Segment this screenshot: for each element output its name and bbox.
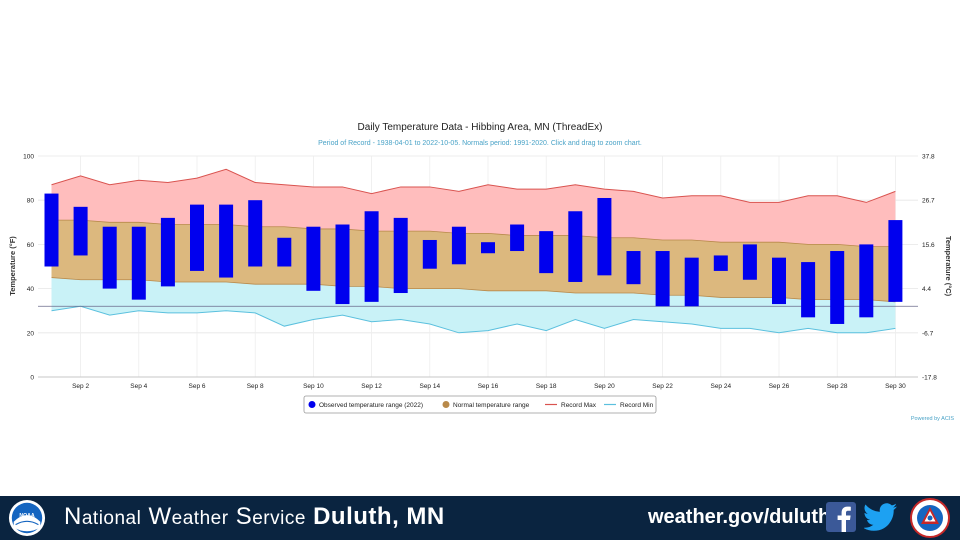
x-tick-label: Sep 20 (594, 383, 615, 390)
observed-bar (190, 204, 204, 271)
x-tick-label: Sep 22 (652, 383, 673, 390)
y-tick-label-right: 4.4 (922, 286, 931, 293)
observed-bar (160, 217, 175, 287)
observed-bar (684, 257, 699, 307)
observed-bar (44, 193, 59, 267)
x-tick-label: Sep 16 (478, 383, 499, 390)
legend-box (303, 395, 657, 414)
legend-label-record-max[interactable]: Record Max (561, 402, 597, 409)
observed-bar (655, 251, 670, 307)
y-axis-label-left: Temperature (°F) (8, 236, 17, 296)
observed-bar (219, 204, 234, 278)
x-tick-label: Sep 2 (72, 383, 89, 390)
observed-bar (772, 257, 786, 305)
website-link[interactable]: weather.gov/duluth (648, 506, 831, 528)
y-tick-label-right: 15.6 (922, 242, 935, 249)
nws-logo (910, 498, 950, 538)
chart-subtitle: Period of Record - 1938-04-01 to 2022-10… (318, 140, 642, 147)
observed-bar (481, 242, 495, 254)
observed-bar (626, 251, 641, 285)
observed-bar (131, 226, 146, 300)
y-tick-label-left: 80 (27, 198, 35, 205)
observed-bar (888, 220, 903, 302)
observed-bar (335, 224, 350, 305)
chart-legend: Observed temperature range (2022) Normal… (303, 395, 657, 414)
observed-bar (539, 231, 554, 274)
y-tick-label-left: 40 (27, 286, 35, 293)
observed-bar (713, 255, 728, 271)
org-title: National Weather Service Duluth, MN (64, 503, 445, 530)
y-tick-label-left: 20 (27, 330, 35, 337)
y-axis-label-right: Temperature (°C) (944, 236, 953, 297)
y-tick-label-right: -6.7 (922, 330, 934, 337)
legend-marker-normal (442, 401, 450, 408)
record-min-area (51, 277, 896, 333)
normal-range-area (51, 220, 896, 302)
legend-marker-observed (308, 401, 316, 408)
observed-bar (597, 197, 612, 276)
legend-label-record-min[interactable]: Record Min (620, 402, 654, 409)
normal-low-line (51, 277, 896, 303)
legend-label-normal[interactable]: Normal temperature range (453, 402, 530, 409)
x-tick-label: Sep 12 (361, 383, 382, 390)
x-tick-label: Sep 14 (419, 383, 440, 390)
x-tick-label: Sep 6 (189, 383, 206, 390)
y-tick-label-left: 60 (27, 242, 35, 249)
y-tick-label-right: 37.8 (922, 154, 935, 161)
observed-bar (102, 226, 117, 289)
x-tick-label: Sep 24 (710, 383, 731, 390)
plot-area[interactable]: Sep 2 Sep 4 Sep 6 Sep 8 Sep 10 Sep 12 Sep 14 Se… (23, 154, 937, 391)
observed-bar (422, 239, 437, 269)
x-tick-label: Sep 18 (536, 383, 557, 390)
observed-bar (73, 206, 88, 256)
observed-bar (801, 262, 816, 318)
y-tick-label-right: 26.7 (922, 198, 935, 205)
observed-bar (510, 224, 525, 252)
chart-title: Daily Temperature Data - Hibbing Area, M… (358, 122, 603, 133)
temperature-chart[interactable]: Daily Temperature Data - Hibbing Area, M… (0, 0, 960, 496)
observed-bar (277, 237, 292, 267)
observed-bar (451, 226, 466, 265)
observed-bar (859, 244, 874, 318)
observed-bar (830, 251, 845, 324)
x-tick-label: Sep 30 (885, 383, 906, 390)
record-max-area (51, 169, 896, 247)
twitter-icon[interactable] (864, 502, 898, 532)
record-min-line (51, 305, 896, 334)
x-tick-label: Sep 10 (303, 383, 324, 390)
y-tick-label-left: 100 (23, 154, 34, 161)
x-tick-label: Sep 28 (827, 383, 848, 390)
observed-bar (742, 244, 757, 280)
x-tick-label: Sep 4 (130, 383, 147, 390)
x-tick-label: Sep 26 (769, 383, 790, 390)
observed-bar (568, 211, 583, 282)
observed-bar (364, 211, 379, 302)
footer-banner: NOAA National Weather Service Duluth, MN… (0, 496, 960, 540)
observed-bar (248, 200, 263, 267)
facebook-icon[interactable] (826, 502, 856, 532)
office-name: Duluth, MN (313, 503, 445, 530)
record-max-line (51, 168, 896, 203)
noaa-logo: NOAA (8, 499, 46, 537)
y-tick-label-left: 0 (30, 375, 34, 382)
x-tick-label: Sep 8 (247, 383, 264, 390)
svg-text:NOAA: NOAA (19, 513, 35, 519)
observed-bar (393, 217, 408, 294)
legend-label-observed[interactable]: Observed temperature range (2022) (319, 402, 423, 409)
y-tick-label-right: -17.8 (922, 375, 937, 382)
chart-credit[interactable]: Powered by ACIS (911, 416, 954, 422)
observed-bar (306, 226, 321, 291)
